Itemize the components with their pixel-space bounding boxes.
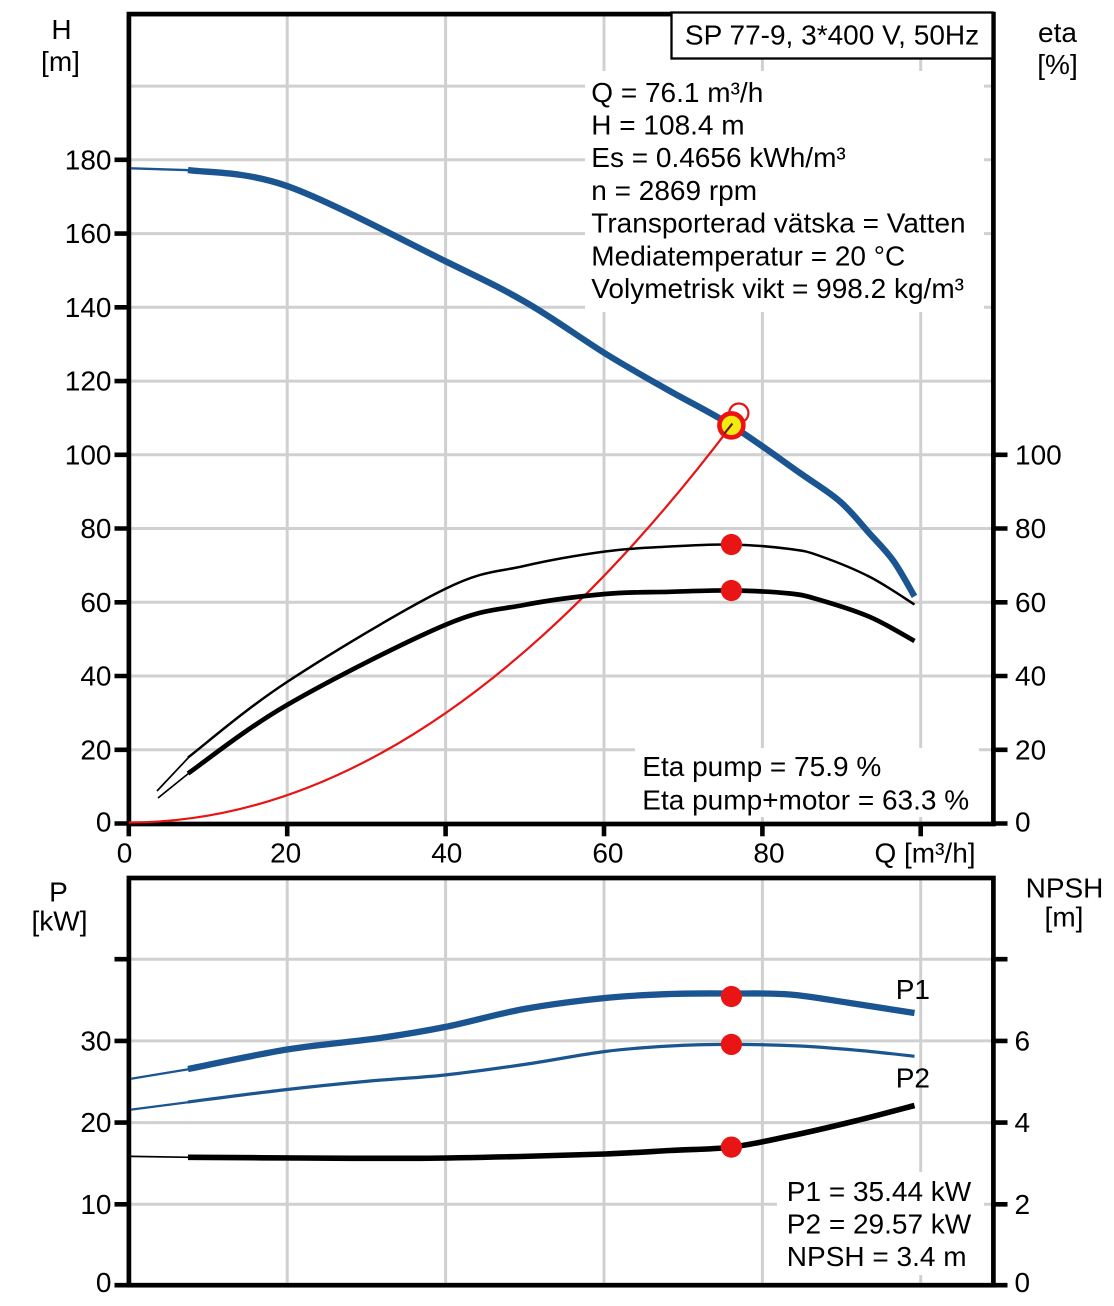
- svg-text:SP 77-9, 3*400 V, 50Hz: SP 77-9, 3*400 V, 50Hz: [685, 20, 979, 51]
- svg-text:80: 80: [753, 838, 784, 869]
- svg-text:P1: P1: [896, 974, 930, 1005]
- svg-text:120: 120: [65, 366, 112, 397]
- svg-text:0: 0: [1015, 807, 1031, 838]
- svg-text:NPSH: NPSH: [1026, 873, 1104, 904]
- svg-text:40: 40: [1015, 661, 1046, 692]
- svg-text:2: 2: [1015, 1189, 1031, 1220]
- svg-text:60: 60: [80, 587, 111, 618]
- svg-text:180: 180: [65, 144, 112, 175]
- svg-text:Eta pump = 75.9 %: Eta pump = 75.9 %: [642, 751, 881, 782]
- svg-text:H: H: [51, 14, 71, 45]
- svg-text:NPSH = 3.4 m: NPSH = 3.4 m: [787, 1241, 967, 1272]
- svg-text:n = 2869 rpm: n = 2869 rpm: [591, 175, 757, 206]
- svg-text:60: 60: [1015, 587, 1046, 618]
- svg-text:Mediatemperatur = 20 °C: Mediatemperatur = 20 °C: [591, 240, 905, 271]
- svg-text:30: 30: [80, 1026, 111, 1057]
- svg-text:60: 60: [592, 838, 623, 869]
- svg-text:140: 140: [65, 292, 112, 323]
- svg-text:20: 20: [80, 1107, 111, 1138]
- svg-text:eta: eta: [1038, 17, 1077, 48]
- svg-text:40: 40: [431, 838, 462, 869]
- svg-text:[%]: [%]: [1037, 49, 1077, 80]
- svg-text:H = 108.4 m: H = 108.4 m: [591, 110, 744, 141]
- svg-text:Es = 0.4656 kWh/m³: Es = 0.4656 kWh/m³: [591, 142, 845, 173]
- svg-text:P1 = 35.44 kW: P1 = 35.44 kW: [787, 1176, 972, 1207]
- svg-text:20: 20: [270, 838, 301, 869]
- svg-text:100: 100: [1015, 439, 1062, 470]
- svg-text:40: 40: [80, 661, 111, 692]
- svg-text:Q = 76.1 m³/h: Q = 76.1 m³/h: [591, 77, 763, 108]
- svg-text:20: 20: [1015, 734, 1046, 765]
- svg-text:Eta pump+motor = 63.3 %: Eta pump+motor = 63.3 %: [642, 784, 969, 815]
- svg-text:0: 0: [96, 807, 112, 838]
- svg-text:Transporterad vätska = Vatten: Transporterad vätska = Vatten: [591, 208, 965, 239]
- svg-text:[m]: [m]: [41, 46, 80, 77]
- svg-text:[kW]: [kW]: [32, 906, 88, 937]
- svg-text:20: 20: [80, 734, 111, 765]
- svg-text:80: 80: [80, 513, 111, 544]
- svg-text:80: 80: [1015, 513, 1046, 544]
- svg-text:[m]: [m]: [1045, 902, 1084, 933]
- svg-text:6: 6: [1015, 1026, 1031, 1057]
- svg-text:P: P: [49, 877, 68, 908]
- svg-text:10: 10: [80, 1189, 111, 1220]
- svg-text:P2 = 29.57 kW: P2 = 29.57 kW: [787, 1208, 972, 1239]
- svg-text:100: 100: [65, 439, 112, 470]
- svg-text:0: 0: [1015, 1267, 1031, 1298]
- svg-text:0: 0: [117, 838, 133, 869]
- svg-text:0: 0: [96, 1267, 112, 1298]
- svg-text:Volymetrisk vikt = 998.2 kg/m³: Volymetrisk vikt = 998.2 kg/m³: [591, 273, 964, 304]
- svg-text:4: 4: [1015, 1107, 1031, 1138]
- svg-text:P2: P2: [896, 1063, 930, 1094]
- svg-text:Q [m³/h]: Q [m³/h]: [874, 838, 975, 869]
- svg-text:160: 160: [65, 218, 112, 249]
